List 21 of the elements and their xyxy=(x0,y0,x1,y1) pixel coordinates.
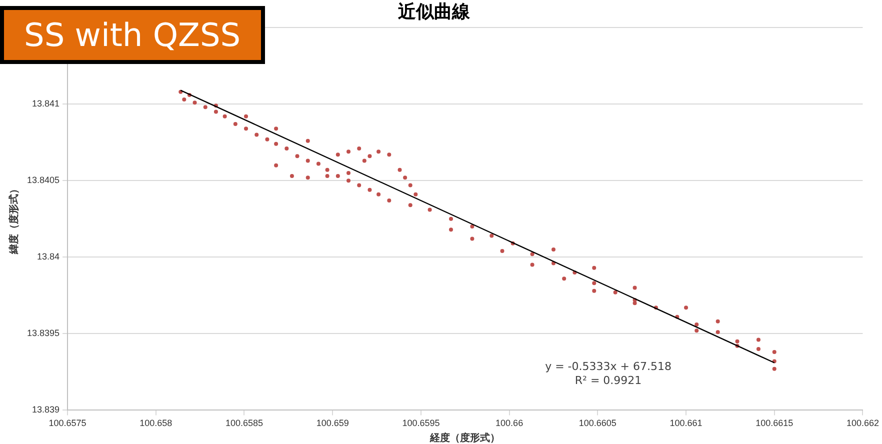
y-tick-label: 13.8405 xyxy=(26,175,60,186)
y-tick-label: 13.84 xyxy=(37,252,60,262)
y-tick-label: 13.839 xyxy=(32,404,60,415)
x-tick-label: 100.66 xyxy=(496,418,524,428)
annotation: SS with QZSS xyxy=(0,6,265,64)
x-tick-label: 100.662 xyxy=(846,418,880,428)
chart-title: 近似曲線 xyxy=(397,1,471,22)
x-tick-label: 100.658 xyxy=(140,418,172,428)
x-axis-title: 経度（度形式） xyxy=(429,432,500,444)
x-tick-label: 100.661 xyxy=(670,418,702,428)
x-tick-label: 100.659 xyxy=(316,418,349,428)
y-tick-label: 13.841 xyxy=(32,98,60,109)
x-tick-label: 100.6595 xyxy=(402,418,440,428)
x-tick-label: 100.6575 xyxy=(48,418,86,428)
y-tick-label: 13.8395 xyxy=(26,328,60,338)
y-axis-title: 緯度（度形式） xyxy=(8,184,20,255)
annotation: y = -0.5333x + 67.518 xyxy=(545,360,672,374)
x-tick-label: 100.6615 xyxy=(756,418,794,428)
annotation: R² = 0.9921 xyxy=(574,374,642,388)
x-tick-label: 100.6585 xyxy=(225,418,264,428)
x-tick-label: 100.6605 xyxy=(578,418,616,428)
